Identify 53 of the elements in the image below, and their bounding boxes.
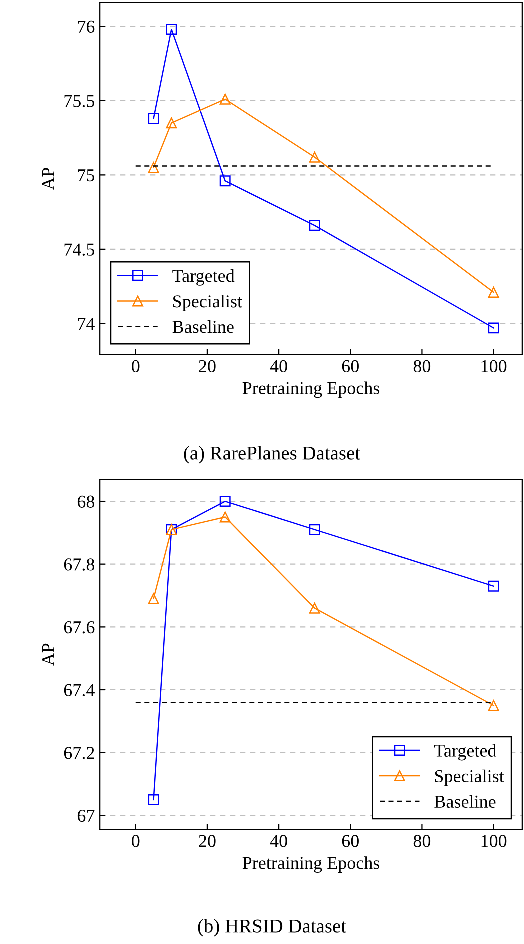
point <box>148 593 160 604</box>
text: (b) HRSID Dataset <box>198 919 346 937</box>
legend-label: Specialist <box>435 770 504 786</box>
y-tick-label: 74.5 <box>64 244 95 256</box>
x-tick-label: 0 <box>132 835 140 848</box>
legend-label: Targeted <box>172 269 235 286</box>
point <box>166 118 178 129</box>
y-tick-label: 67.8 <box>64 558 95 571</box>
x-tick-label: 40 <box>270 835 288 848</box>
point <box>148 794 160 806</box>
y-tick-label: 67 <box>78 810 95 822</box>
point <box>220 496 231 508</box>
point <box>220 512 231 523</box>
y-axis-title: AP <box>42 168 54 190</box>
point <box>309 602 320 614</box>
point <box>220 94 231 105</box>
point <box>488 700 500 712</box>
legend-label: Baseline <box>172 320 234 334</box>
x-tick-label: 60 <box>342 360 359 373</box>
point <box>309 152 320 163</box>
y-tick-label: 76 <box>78 20 95 34</box>
point <box>148 113 160 124</box>
y-axis-title: AP <box>42 644 54 666</box>
x-tick-label: 20 <box>199 360 216 373</box>
x-axis-title: Pretraining Epochs <box>242 382 380 398</box>
x-tick-label: 80 <box>414 360 431 373</box>
x-tick-label: 40 <box>270 360 288 373</box>
legend-label: Baseline <box>434 795 496 808</box>
y-tick-label: 68 <box>78 496 95 508</box>
x-tick-label: 0 <box>132 360 140 373</box>
x-tick-label: 80 <box>414 835 431 848</box>
y-tick-label: 75.5 <box>64 95 95 108</box>
y-tick-label: 74 <box>78 318 95 330</box>
point <box>220 176 231 187</box>
y-tick-label: 67.4 <box>64 684 95 697</box>
text: (a) RarePlanes Dataset <box>184 446 360 464</box>
legend-label: Specialist <box>174 295 242 312</box>
y-tick-label: 67.6 <box>64 621 95 634</box>
point <box>166 24 178 36</box>
x-tick-label: 100 <box>482 835 507 848</box>
y-tick-label: 67.2 <box>64 747 94 760</box>
x-tick-label: 20 <box>199 835 216 848</box>
x-axis-title: Pretraining Epochs <box>242 856 380 873</box>
point <box>309 524 320 536</box>
legend-label: Targeted <box>434 744 497 761</box>
x-tick-label: 60 <box>342 835 359 848</box>
y-tick-label: 75 <box>78 170 95 182</box>
point <box>148 162 160 174</box>
point <box>488 322 500 334</box>
x-tick-label: 100 <box>482 360 507 373</box>
point <box>309 220 320 232</box>
point <box>488 287 500 298</box>
point <box>488 580 500 592</box>
